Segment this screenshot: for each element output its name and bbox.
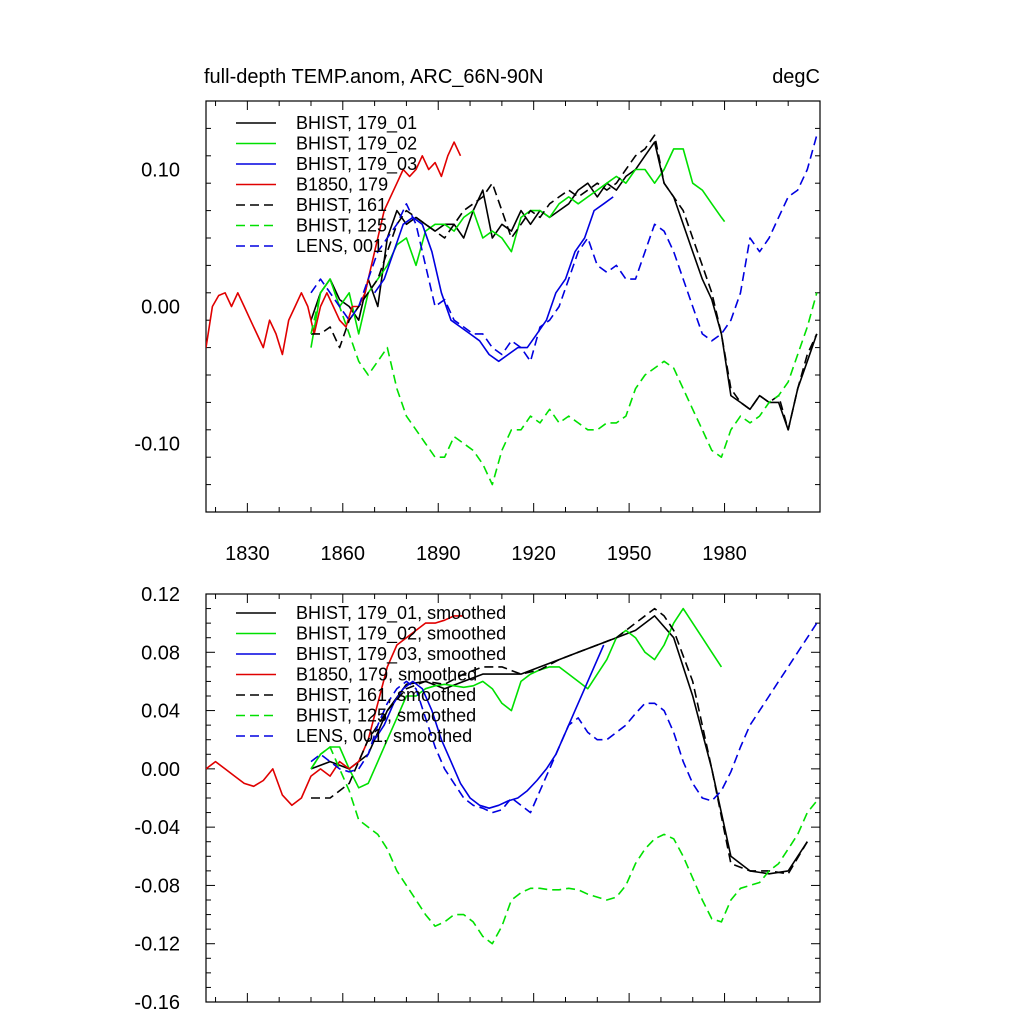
y-tick-label: 0.04 xyxy=(141,701,180,723)
legend-label-s179_02: BHIST, 179_02, smoothed xyxy=(296,624,506,645)
x-tick-label: 1830 xyxy=(225,543,270,565)
units-label: degC xyxy=(772,66,820,88)
legend-label-s179_01: BHIST, 179_01, smoothed xyxy=(296,603,506,624)
legend-label-b1850: B1850, 179, smoothed xyxy=(296,665,477,685)
series-group xyxy=(206,607,818,945)
bottom-panel: -0.16 -0.12 -0.08 -0.04 0.00 0.04 0.08 0.12 BHIS… xyxy=(134,584,821,1014)
legend-label-s179_03: BHIST, 179_03, smoothed xyxy=(296,644,506,665)
legend-label-s179_02: BHIST, 179_02 xyxy=(296,134,417,155)
legend-label-s179_01: BHIST, 179_01 xyxy=(296,113,417,134)
series-group xyxy=(206,134,818,486)
series-line-s179_01 xyxy=(310,141,818,431)
series-line-lens xyxy=(310,134,818,363)
series-line-s179_03 xyxy=(373,644,605,810)
y-tick-label: -0.12 xyxy=(134,934,180,956)
y-tick-label: -0.16 xyxy=(134,992,180,1014)
y-tick-label: -0.08 xyxy=(134,875,180,897)
chart-title: full-depth TEMP.anom, ARC_66N-90N xyxy=(204,66,543,88)
legend-label-s161: BHIST, 161, smoothed xyxy=(296,685,476,705)
y-tick-label: 0.10 xyxy=(141,160,180,182)
series-line-s179_01 xyxy=(310,615,808,875)
x-tick-label: 1980 xyxy=(702,543,747,565)
x-tick-label: 1860 xyxy=(321,543,366,565)
plot-frame xyxy=(205,100,821,513)
series-line-s161 xyxy=(311,134,818,431)
legend-label-b1850: B1850, 179 xyxy=(296,175,388,195)
series-line-s125 xyxy=(310,278,818,486)
y-tick-label: -0.04 xyxy=(134,817,180,839)
series-line-s125 xyxy=(310,746,818,945)
legend-label-s125: BHIST, 125 xyxy=(296,216,387,236)
y-tick-label: 0.00 xyxy=(141,759,180,781)
legend-label-s161: BHIST, 161 xyxy=(296,195,387,215)
series-line-s179_02 xyxy=(310,148,726,348)
legend-label-s179_03: BHIST, 179_03 xyxy=(296,154,417,175)
legend-label-lens: LENS, 001 xyxy=(296,236,383,256)
y-tick-label: 0.00 xyxy=(141,297,180,319)
series-line-b1850 xyxy=(206,141,462,356)
series-line-b1850 xyxy=(206,615,464,807)
y-tick-label: -0.10 xyxy=(134,434,180,456)
series-line-s161 xyxy=(311,607,808,875)
x-tick-label: 1950 xyxy=(607,543,652,565)
x-tick-label: 1920 xyxy=(511,543,556,565)
y-tick-label: 0.08 xyxy=(141,642,180,664)
legend-label-lens: LENS, 001, smoothed xyxy=(296,726,472,746)
series-line-s179_03 xyxy=(373,196,614,363)
y-tick-label: 0.12 xyxy=(141,584,180,606)
x-tick-label: 1890 xyxy=(416,543,461,565)
top-panel: 1830 1860 1890 1920 1950 1980 -0.10 0.00 0.10 BHI… xyxy=(134,100,821,565)
legend-label-s125: BHIST, 125, smoothed xyxy=(296,706,476,726)
series-line-s179_02 xyxy=(310,607,723,789)
series-line-lens xyxy=(310,622,818,814)
